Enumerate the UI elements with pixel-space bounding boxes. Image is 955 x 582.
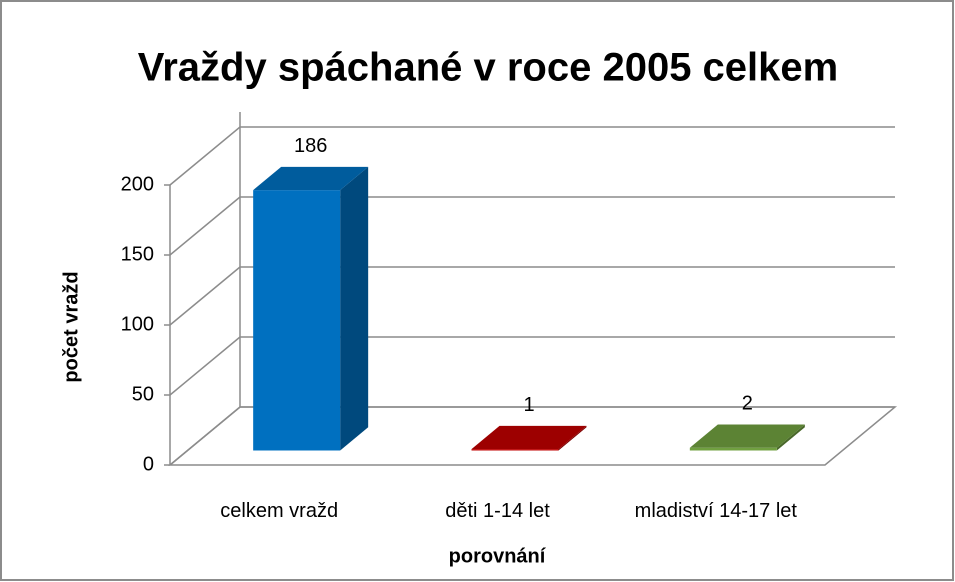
y-tick-label: 150: [121, 243, 154, 265]
x-axis-label: porovnání: [449, 545, 547, 567]
x-tick-label: mladiství 14-17 let: [634, 500, 797, 522]
bar-side: [776, 424, 805, 451]
value-label: 1: [523, 394, 534, 416]
bar-front: [689, 447, 777, 451]
bar-side: [340, 166, 369, 451]
grid-line: [169, 196, 241, 256]
value-label: 2: [742, 392, 753, 414]
bar-top: [253, 166, 369, 191]
chart-title: Vraždy spáchané v roce 2005 celkem: [138, 46, 838, 90]
grid-line: [169, 266, 241, 326]
bar-side: [558, 425, 587, 451]
grid-line: [169, 336, 241, 396]
y-tick-label: 100: [121, 313, 154, 335]
value-label: 186: [294, 135, 327, 157]
y-axis-label: počet vražd: [60, 271, 82, 382]
y-tick-label: 200: [121, 173, 154, 195]
grid-line: [169, 406, 241, 466]
bar-top: [471, 425, 587, 450]
bar-top: [689, 424, 805, 448]
y-tick-label: 0: [143, 453, 154, 475]
x-tick-label: celkem vražd: [220, 500, 339, 522]
x-tick-label: děti 1-14 let: [445, 500, 550, 522]
bar-front: [253, 190, 341, 451]
bar-front: [471, 449, 559, 451]
y-tick-label: 50: [132, 383, 154, 405]
grid-line: [169, 126, 241, 186]
